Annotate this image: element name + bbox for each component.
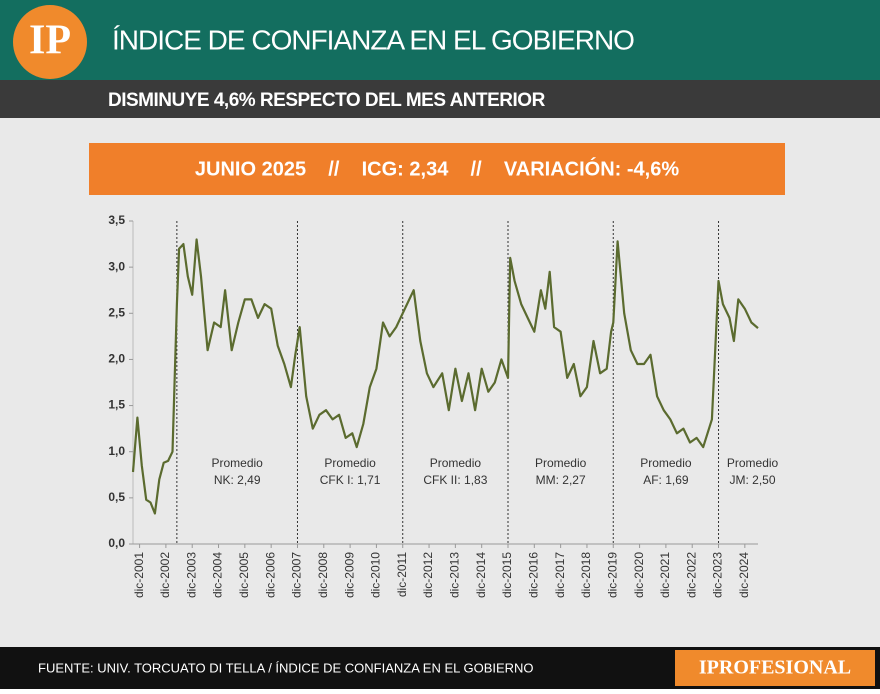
y-tick-label: 0,5 — [108, 490, 125, 504]
period-label: NK: 2,49 — [214, 473, 261, 487]
y-tick-label: 1,5 — [108, 398, 125, 412]
x-tick-label: dic-2006 — [263, 552, 277, 598]
source: FUENTE: UNIV. TORCUATO DI TELLA / ÍNDICE… — [38, 660, 534, 675]
y-tick-label: 3,0 — [108, 259, 125, 273]
subtitle-bar — [0, 80, 880, 118]
x-tick-label: dic-2017 — [553, 552, 567, 598]
banner — [89, 143, 785, 195]
period-title: Promedio — [211, 456, 263, 470]
period-title: Promedio — [535, 456, 587, 470]
line — [131, 238, 759, 515]
period-label: MM: 2,27 — [536, 473, 586, 487]
y-tick-label: 2,5 — [108, 305, 125, 319]
period-title: Promedio — [430, 456, 482, 470]
x-tick-label: dic-2002 — [158, 552, 172, 598]
x-tick-label: dic-2010 — [369, 552, 383, 598]
x-tick-label: dic-2021 — [658, 552, 672, 598]
logo-circle — [13, 5, 87, 79]
x-tick-label: dic-2014 — [474, 552, 488, 598]
x-tick-label: dic-2005 — [237, 552, 251, 598]
logo: IP — [29, 18, 71, 64]
x-tick-label: dic-2012 — [421, 552, 435, 598]
x-tick-label: dic-2015 — [500, 552, 514, 598]
x-tick-label: dic-2020 — [632, 552, 646, 598]
period-title: Promedio — [640, 456, 692, 470]
x-tick-label: dic-2003 — [184, 552, 198, 598]
title: ÍNDICE DE CONFIANZA EN EL GOBIERNO — [112, 24, 634, 55]
period-label: AF: 1,69 — [643, 473, 689, 487]
period-title: Promedio — [727, 456, 779, 470]
brand-box — [675, 650, 875, 686]
period-label: CFK II: 1,83 — [423, 473, 487, 487]
x-tick-label: dic-2004 — [211, 552, 225, 598]
x-tick-label: dic-2018 — [579, 552, 593, 598]
subtitle: DISMINUYE 4,6% RESPECTO DEL MES ANTERIOR — [108, 90, 546, 111]
y-tick-label: 1,0 — [108, 444, 125, 458]
x-tick-label: dic-2016 — [526, 552, 540, 598]
x-tick-label: dic-2019 — [605, 552, 619, 598]
period-label: CFK I: 1,71 — [320, 473, 381, 487]
x-tick-label: dic-2024 — [737, 552, 751, 598]
x-tick-label: dic-2013 — [448, 552, 462, 598]
x-tick-label: dic-2008 — [316, 552, 330, 598]
x-tick-label: dic-2007 — [290, 552, 304, 598]
y-tick-label: 0,0 — [108, 536, 125, 550]
x-tick-label: dic-2009 — [342, 552, 356, 598]
x-tick-label: dic-2023 — [711, 552, 725, 598]
x-tick-label: dic-2022 — [684, 552, 698, 598]
period-title: Promedio — [324, 456, 376, 470]
plot: 0,0 0,5 1,0 1,5 2,0 2,5 3,0 3,5 dic-2001 dic-2002… — [108, 213, 778, 598]
brand: IPROFESIONAL — [699, 657, 851, 679]
x-tick-label: dic-2011 — [395, 552, 409, 597]
banner-text: JUNIO 2025 // ICG: 2,34 // VARIACIÓN: -4… — [195, 156, 679, 180]
x-tick-label: dic-2001 — [132, 552, 146, 598]
y-tick-label: 2,0 — [108, 352, 125, 366]
period-label: JM: 2,50 — [730, 473, 776, 487]
y-tick-label: 3,5 — [108, 213, 125, 227]
header-bar — [0, 0, 880, 80]
